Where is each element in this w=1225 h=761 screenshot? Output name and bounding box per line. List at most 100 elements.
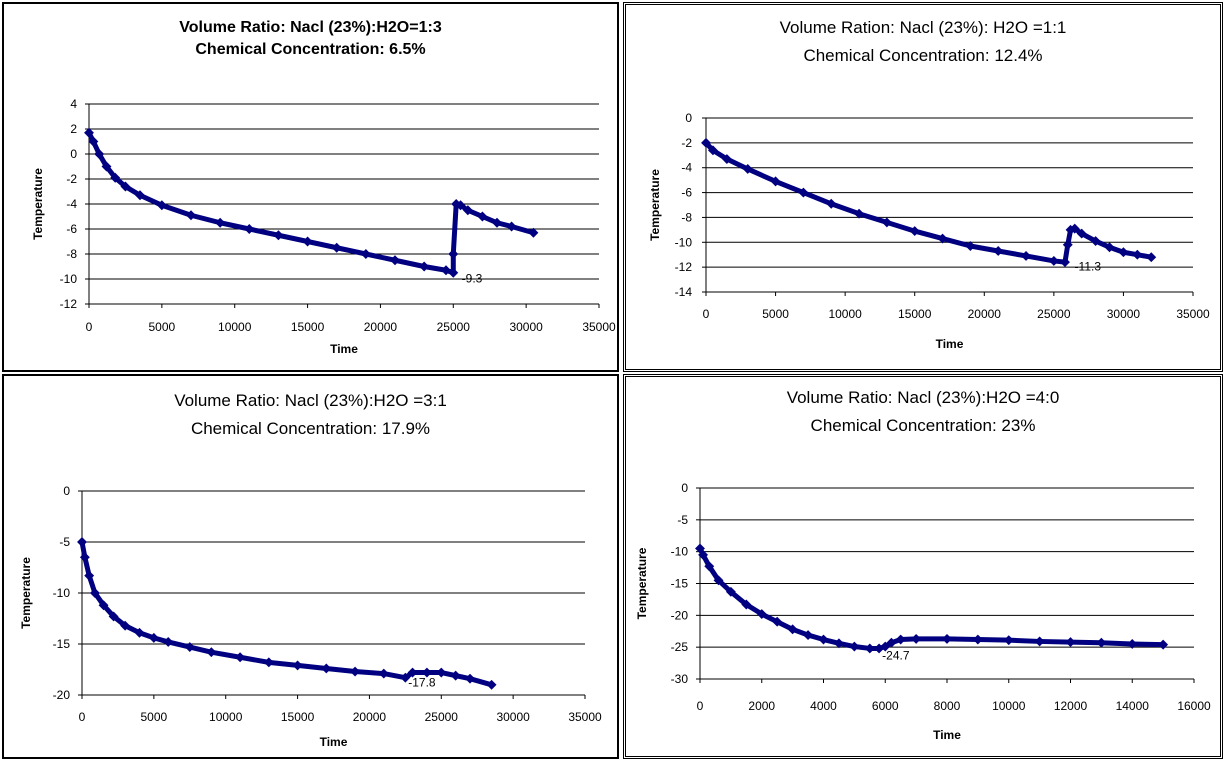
y-tick-label: -15 [53,637,71,651]
y-tick-label: -15 [671,577,689,591]
data-point [942,633,952,644]
data-point [486,679,497,690]
y-tick-label: -10 [53,586,71,600]
data-point [864,643,875,654]
data-point [244,224,255,234]
data-point [1003,635,1014,646]
x-tick-label: 0 [697,699,704,713]
data-point [721,154,732,164]
x-tick-label: 30000 [1107,307,1141,321]
data-point [455,200,466,211]
data-point [787,624,798,635]
data-point [390,255,400,266]
data-point [407,667,418,678]
data-point [94,149,105,159]
x-tick-label: 35000 [568,710,602,724]
x-tick-label: 0 [86,320,93,334]
x-tick-label: 6000 [872,699,899,713]
y-tick-label: -4 [681,161,692,175]
data-point [1048,255,1059,266]
x-tick-label: 10000 [218,320,252,334]
x-axis-title: Time [933,728,961,742]
y-axis-title: Temperature [635,547,649,619]
x-tick-label: 5000 [141,710,168,724]
x-tick-label: 15000 [291,320,325,334]
y-tick-label: -30 [671,672,689,686]
y-tick-label: 0 [70,147,77,161]
data-point [506,221,517,232]
chart-title-line: Volume Ration: Nacl (23%): H2O =1:1 [780,18,1067,37]
y-tick-label: -2 [681,136,692,150]
y-tick-label: -12 [60,297,78,311]
y-tick-label: -20 [671,608,689,622]
data-point [909,226,920,237]
data-point [818,634,829,645]
x-tick-label: 10000 [209,710,243,724]
data-point [321,663,332,674]
data-point [436,667,447,678]
data-label: -9.3 [462,271,483,285]
data-point [1158,639,1169,650]
y-tick-label: 4 [70,97,77,111]
x-tick-label: 35000 [582,320,616,334]
data-point [77,537,87,547]
data-point [1021,251,1031,261]
y-axis-title: Temperature [19,557,33,629]
data-point [206,647,217,658]
data-point [331,242,342,253]
y-tick-label: -10 [675,235,693,249]
chart-panel-4: Volume Ratio: Nacl (23%):H2O =4:0 Chemica… [623,374,1223,759]
data-point [1062,239,1073,250]
data-point [725,586,736,597]
x-tick-label: 20000 [353,710,387,724]
x-tick-label: 20000 [968,307,1002,321]
y-tick-label: -25 [671,640,689,654]
chart-title-line: Volume Ratio: Nacl (23%):H2O=1:3 [179,19,442,36]
chart-svg-3: Volume Ratio: Nacl (23%):H2O =3:1 Chemica… [19,391,602,749]
x-tick-label: 25000 [425,710,459,724]
data-point [849,641,860,652]
data-point [148,632,159,643]
data-point [163,637,174,647]
data-point [360,249,371,259]
data-point [477,211,488,222]
x-tick-label: 0 [79,710,86,724]
chart-title-line: Chemical Concentration: 17.9% [191,419,430,438]
y-tick-label: -10 [671,545,689,559]
y-tick-label: 0 [681,481,688,495]
x-tick-label: 0 [703,307,710,321]
data-point [110,172,121,183]
x-tick-label: 10000 [992,699,1026,713]
x-tick-label: 35000 [1176,307,1210,321]
data-point [292,660,303,671]
data-point [701,137,711,148]
data-point [120,181,131,192]
data-point [215,217,226,228]
x-tick-label: 15000 [898,307,932,321]
data-point [965,241,976,251]
data-point [803,630,814,641]
data-point [937,233,948,244]
chart-title-line: Chemical Concentration: 12.4% [803,46,1042,65]
chart-svg-2: Volume Ration: Nacl (23%): H2O =1:1 Chemi… [648,18,1210,351]
x-tick-label: 5000 [762,307,789,321]
data-point [798,187,809,198]
data-point [911,633,922,644]
y-tick-label: -14 [675,285,693,299]
x-tick-label: 14000 [1116,699,1150,713]
data-point [1146,252,1157,263]
data-point [1090,236,1101,246]
x-axis-title: Time [330,342,358,356]
data-point [184,642,195,653]
data-point [756,609,767,620]
series-line [703,140,1154,265]
x-tick-label: 2000 [748,699,775,713]
chart-title-line: Volume Ratio: Nacl (23%):H2O =4:0 [787,388,1060,407]
data-label: -24.7 [882,648,910,662]
data-point [135,190,145,201]
chart-title-line: Volume Ratio: Nacl (23%):H2O =3:1 [174,391,447,410]
data-point [421,667,432,678]
x-tick-label: 10000 [828,307,862,321]
x-tick-label: 4000 [810,699,837,713]
x-tick-label: 5000 [149,320,176,334]
